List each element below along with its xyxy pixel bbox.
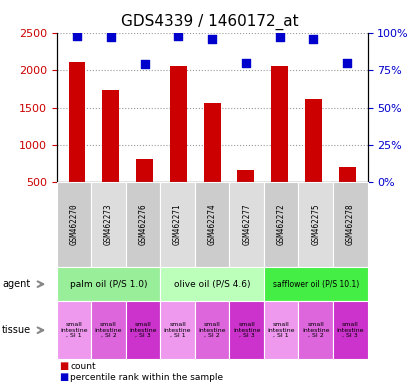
Point [276, 34, 283, 40]
Bar [339, 167, 356, 220]
Bar [102, 89, 119, 220]
Point [74, 33, 80, 39]
Point [242, 60, 249, 66]
Point [108, 34, 114, 40]
Text: small
intestine
, SI 1: small intestine , SI 1 [268, 322, 295, 338]
Point [209, 36, 215, 42]
Bar [204, 103, 220, 220]
Text: safflower oil (P/S 10.1): safflower oil (P/S 10.1) [273, 280, 359, 289]
Text: palm oil (P/S 1.0): palm oil (P/S 1.0) [70, 280, 147, 289]
Text: small
intestine
, SI 1: small intestine , SI 1 [60, 322, 88, 338]
Text: small
intestine
, SI 2: small intestine , SI 2 [95, 322, 122, 338]
Text: percentile rank within the sample: percentile rank within the sample [70, 372, 223, 382]
Bar [170, 66, 187, 220]
Text: GDS4339 / 1460172_at: GDS4339 / 1460172_at [121, 13, 299, 30]
Text: GSM462274: GSM462274 [207, 204, 217, 245]
Text: olive oil (P/S 4.6): olive oil (P/S 4.6) [174, 280, 250, 289]
Bar [271, 66, 288, 220]
Text: ■: ■ [59, 372, 68, 382]
Text: GSM462272: GSM462272 [277, 204, 286, 245]
Bar [136, 159, 153, 220]
Point [310, 36, 317, 42]
Text: GSM462271: GSM462271 [173, 204, 182, 245]
Text: small
intestine
, SI 3: small intestine , SI 3 [129, 322, 157, 338]
Text: small
intestine
, SI 2: small intestine , SI 2 [198, 322, 226, 338]
Bar [68, 62, 85, 220]
Text: GSM462277: GSM462277 [242, 204, 251, 245]
Text: agent: agent [2, 279, 30, 289]
Text: small
intestine
, SI 1: small intestine , SI 1 [164, 322, 192, 338]
Text: ■: ■ [59, 361, 68, 371]
Text: count: count [70, 361, 96, 371]
Point [175, 33, 182, 39]
Text: small
intestine
, SI 2: small intestine , SI 2 [302, 322, 329, 338]
Text: GSM462278: GSM462278 [346, 204, 355, 245]
Text: GSM462270: GSM462270 [69, 204, 79, 245]
Text: GSM462275: GSM462275 [311, 204, 320, 245]
Text: GSM462273: GSM462273 [104, 204, 113, 245]
Point [141, 61, 148, 67]
Text: GSM462276: GSM462276 [139, 204, 147, 245]
Text: small
intestine
, SI 3: small intestine , SI 3 [336, 322, 364, 338]
Point [344, 60, 351, 66]
Bar [305, 99, 322, 220]
Text: small
intestine
, SI 3: small intestine , SI 3 [233, 322, 260, 338]
Bar [237, 170, 255, 220]
Text: tissue: tissue [2, 325, 31, 335]
